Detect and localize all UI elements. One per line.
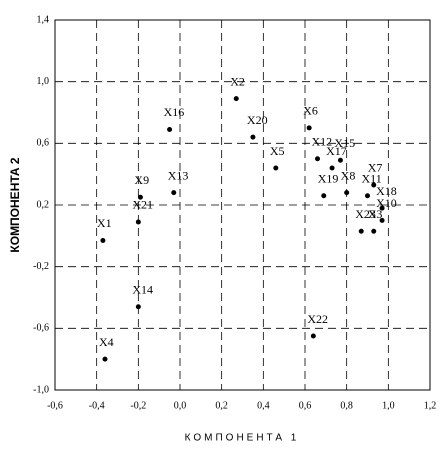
y-tick-label: -0,2 [33,261,49,272]
point-label: X6 [303,104,318,118]
y-tick-label: -1,0 [33,384,49,395]
point [329,165,335,171]
x-tick-label: 0,4 [257,400,270,411]
x-tick-label: -0,4 [89,400,105,411]
point-label: X12 [312,135,333,149]
point [102,356,108,362]
x-tick-label: 0,8 [340,400,353,411]
point [100,237,106,243]
x-tick-label: 0,2 [215,400,228,411]
y-tick-label: 0,6 [37,138,50,149]
y-axis-label: КОМПОНЕНТА 2 [8,157,22,253]
point [171,190,177,196]
point-label: X2 [230,74,245,88]
point-label: X5 [270,144,285,158]
point [273,165,279,171]
point [167,126,173,132]
point [310,333,316,339]
y-tick-label: 1,4 [37,14,50,25]
point-label: X16 [164,105,185,119]
y-tick-label: -0,6 [33,323,49,334]
point-label: X18 [376,184,397,198]
point-label: X22 [307,312,328,326]
point [250,134,256,140]
point-label: X1 [97,216,112,230]
point [358,228,364,234]
point-label: X3 [368,207,383,221]
point-label: X10 [376,196,397,210]
point-label: X9 [134,173,149,187]
point [137,194,143,200]
y-tick-label: 1,0 [37,76,50,87]
point [135,219,141,225]
point-label: X20 [247,113,268,127]
point-label: X8 [341,168,356,182]
point-label: X19 [318,172,339,186]
y-tick-label: 0,2 [37,199,50,210]
point-label: X11 [362,172,382,186]
point-label: X21 [132,198,153,212]
point-label: X4 [99,335,114,349]
point-label: X14 [132,283,153,297]
x-tick-label: 1,2 [424,400,437,411]
x-tick-label: 0,0 [174,400,187,411]
point [337,157,343,163]
point [321,193,327,199]
point [371,228,377,234]
point [233,96,239,102]
x-tick-label: 1,0 [382,400,395,411]
point [371,182,377,188]
point [379,205,385,211]
point [306,125,312,131]
point [379,217,385,223]
x-tick-label: -0,6 [47,400,63,411]
point-label: X15 [334,136,355,150]
point-label: X23 [355,207,376,221]
x-axis-label: КОМПОНЕНТА 1 [185,433,300,444]
point-label: X13 [168,168,189,182]
point-label: X17 [326,144,347,158]
point [365,193,370,199]
x-tick-label: 0,6 [299,400,312,411]
x-tick-label: -0,2 [130,400,146,411]
point [344,190,350,196]
point [135,304,141,310]
point [315,156,320,162]
point-label: X7 [368,161,383,175]
